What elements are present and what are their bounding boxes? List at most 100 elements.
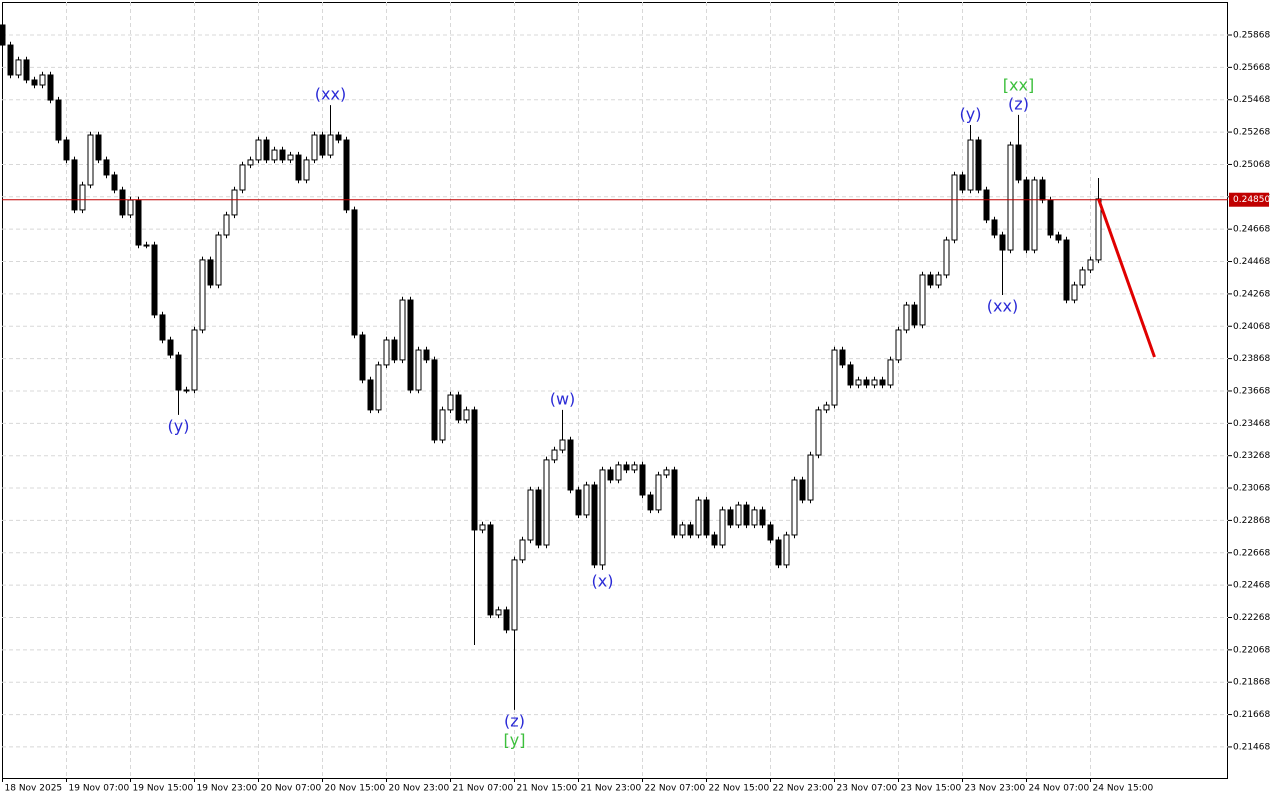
candle-body	[295, 154, 302, 181]
candle-body	[447, 394, 454, 411]
candle-body	[727, 509, 734, 526]
candle-body	[519, 539, 526, 561]
y-tick-label: 0.21668	[1233, 710, 1270, 720]
candle-body	[319, 134, 326, 156]
candle-body	[79, 184, 86, 211]
candle-body	[759, 509, 766, 526]
candle-body	[327, 134, 334, 156]
candle-body	[239, 164, 246, 191]
candle-body	[15, 59, 22, 76]
candle-body	[1023, 179, 1030, 251]
candle-body	[903, 304, 910, 331]
candle-body	[391, 339, 398, 361]
forecast-line	[1097, 198, 1156, 358]
x-tick-label: 21 Nov 23:00	[581, 784, 642, 794]
x-tick-label: 19 Nov 07:00	[69, 784, 130, 794]
y-tick-label: 0.24468	[1233, 257, 1270, 267]
candle-body	[255, 139, 262, 161]
y-tick-label: 0.22468	[1233, 581, 1270, 591]
wave-label: (xx)	[315, 85, 346, 104]
candle-body	[551, 449, 558, 461]
y-tick-label: 0.23468	[1233, 419, 1270, 429]
price-tag	[1229, 192, 1269, 207]
candle-body	[799, 479, 806, 501]
candle-body	[215, 234, 222, 286]
candle-body	[431, 359, 438, 441]
y-tick-label: 0.23268	[1233, 451, 1270, 461]
y-tick-label: 0.23068	[1233, 484, 1270, 494]
candle-body	[0, 24, 6, 46]
candle-body	[951, 174, 958, 241]
x-tick-label: 24 Nov 07:00	[1029, 784, 1090, 794]
candle-body	[159, 314, 166, 341]
x-tick-label: 23 Nov 15:00	[901, 784, 962, 794]
candle-body	[367, 379, 374, 411]
candle-body	[847, 364, 854, 386]
y-tick-label: 0.24268	[1233, 289, 1270, 299]
candle-body	[175, 354, 182, 391]
candle-body	[55, 99, 62, 141]
wave-label: (xx)	[987, 297, 1018, 316]
y-tick-label: 0.22868	[1233, 516, 1270, 526]
candle-body	[1015, 144, 1022, 181]
candle-body	[999, 234, 1006, 251]
candle-body	[271, 149, 278, 161]
y-tick-label: 0.24068	[1233, 322, 1270, 332]
candle-body	[279, 149, 286, 161]
y-tick-label: 0.24668	[1233, 225, 1270, 235]
candle-body	[207, 259, 214, 286]
y-tick-label: 0.21868	[1233, 678, 1270, 688]
x-tick-label: 24 Nov 15:00	[1093, 784, 1154, 794]
candle-body	[879, 379, 886, 386]
candle-body	[919, 274, 926, 326]
candle-body	[607, 469, 614, 481]
candle-body	[591, 484, 598, 566]
x-tick-label: 22 Nov 07:00	[645, 784, 706, 794]
x-tick-label: 20 Nov 15:00	[325, 784, 386, 794]
candle-body	[535, 489, 542, 546]
x-tick-label: 22 Nov 15:00	[709, 784, 770, 794]
candle-body	[983, 189, 990, 221]
candle-body	[807, 454, 814, 501]
candle-body	[479, 524, 486, 531]
wave-label: (z)	[504, 711, 525, 730]
y-tick-label: 0.23868	[1233, 354, 1270, 364]
candle-body	[823, 404, 830, 411]
candle-body	[895, 329, 902, 361]
candle-body	[703, 499, 710, 536]
candle-body	[559, 439, 566, 451]
candle-body	[871, 379, 878, 386]
candle-body	[199, 259, 206, 331]
candle-body	[831, 349, 838, 406]
candle-body	[359, 334, 366, 381]
candle-body	[407, 299, 414, 391]
candle-body	[711, 534, 718, 546]
candle-body	[671, 469, 678, 536]
candle-body	[191, 329, 198, 391]
candle-body	[623, 464, 630, 471]
candle-body	[631, 464, 638, 471]
candle-body	[287, 154, 294, 161]
candle-body	[383, 339, 390, 366]
x-tick-label: 21 Nov 15:00	[517, 784, 578, 794]
candle-body	[815, 409, 822, 456]
candle-body	[583, 484, 590, 516]
candle-body	[375, 364, 382, 411]
candle-body	[663, 469, 670, 476]
candle-body	[783, 534, 790, 566]
candle-body	[423, 349, 430, 361]
candle-body	[135, 199, 142, 246]
x-tick-label: 23 Nov 07:00	[837, 784, 898, 794]
candle-body	[1039, 179, 1046, 201]
y-tick-label: 0.25468	[1233, 95, 1270, 105]
candle-body	[503, 609, 510, 631]
y-tick-label: 0.22068	[1233, 645, 1270, 655]
candle-body	[335, 134, 342, 141]
candle-body	[975, 139, 982, 191]
candle-body	[575, 489, 582, 516]
wave-label: [xx]	[1003, 75, 1034, 94]
wave-label: (y)	[168, 416, 190, 435]
candle-body	[735, 504, 742, 526]
